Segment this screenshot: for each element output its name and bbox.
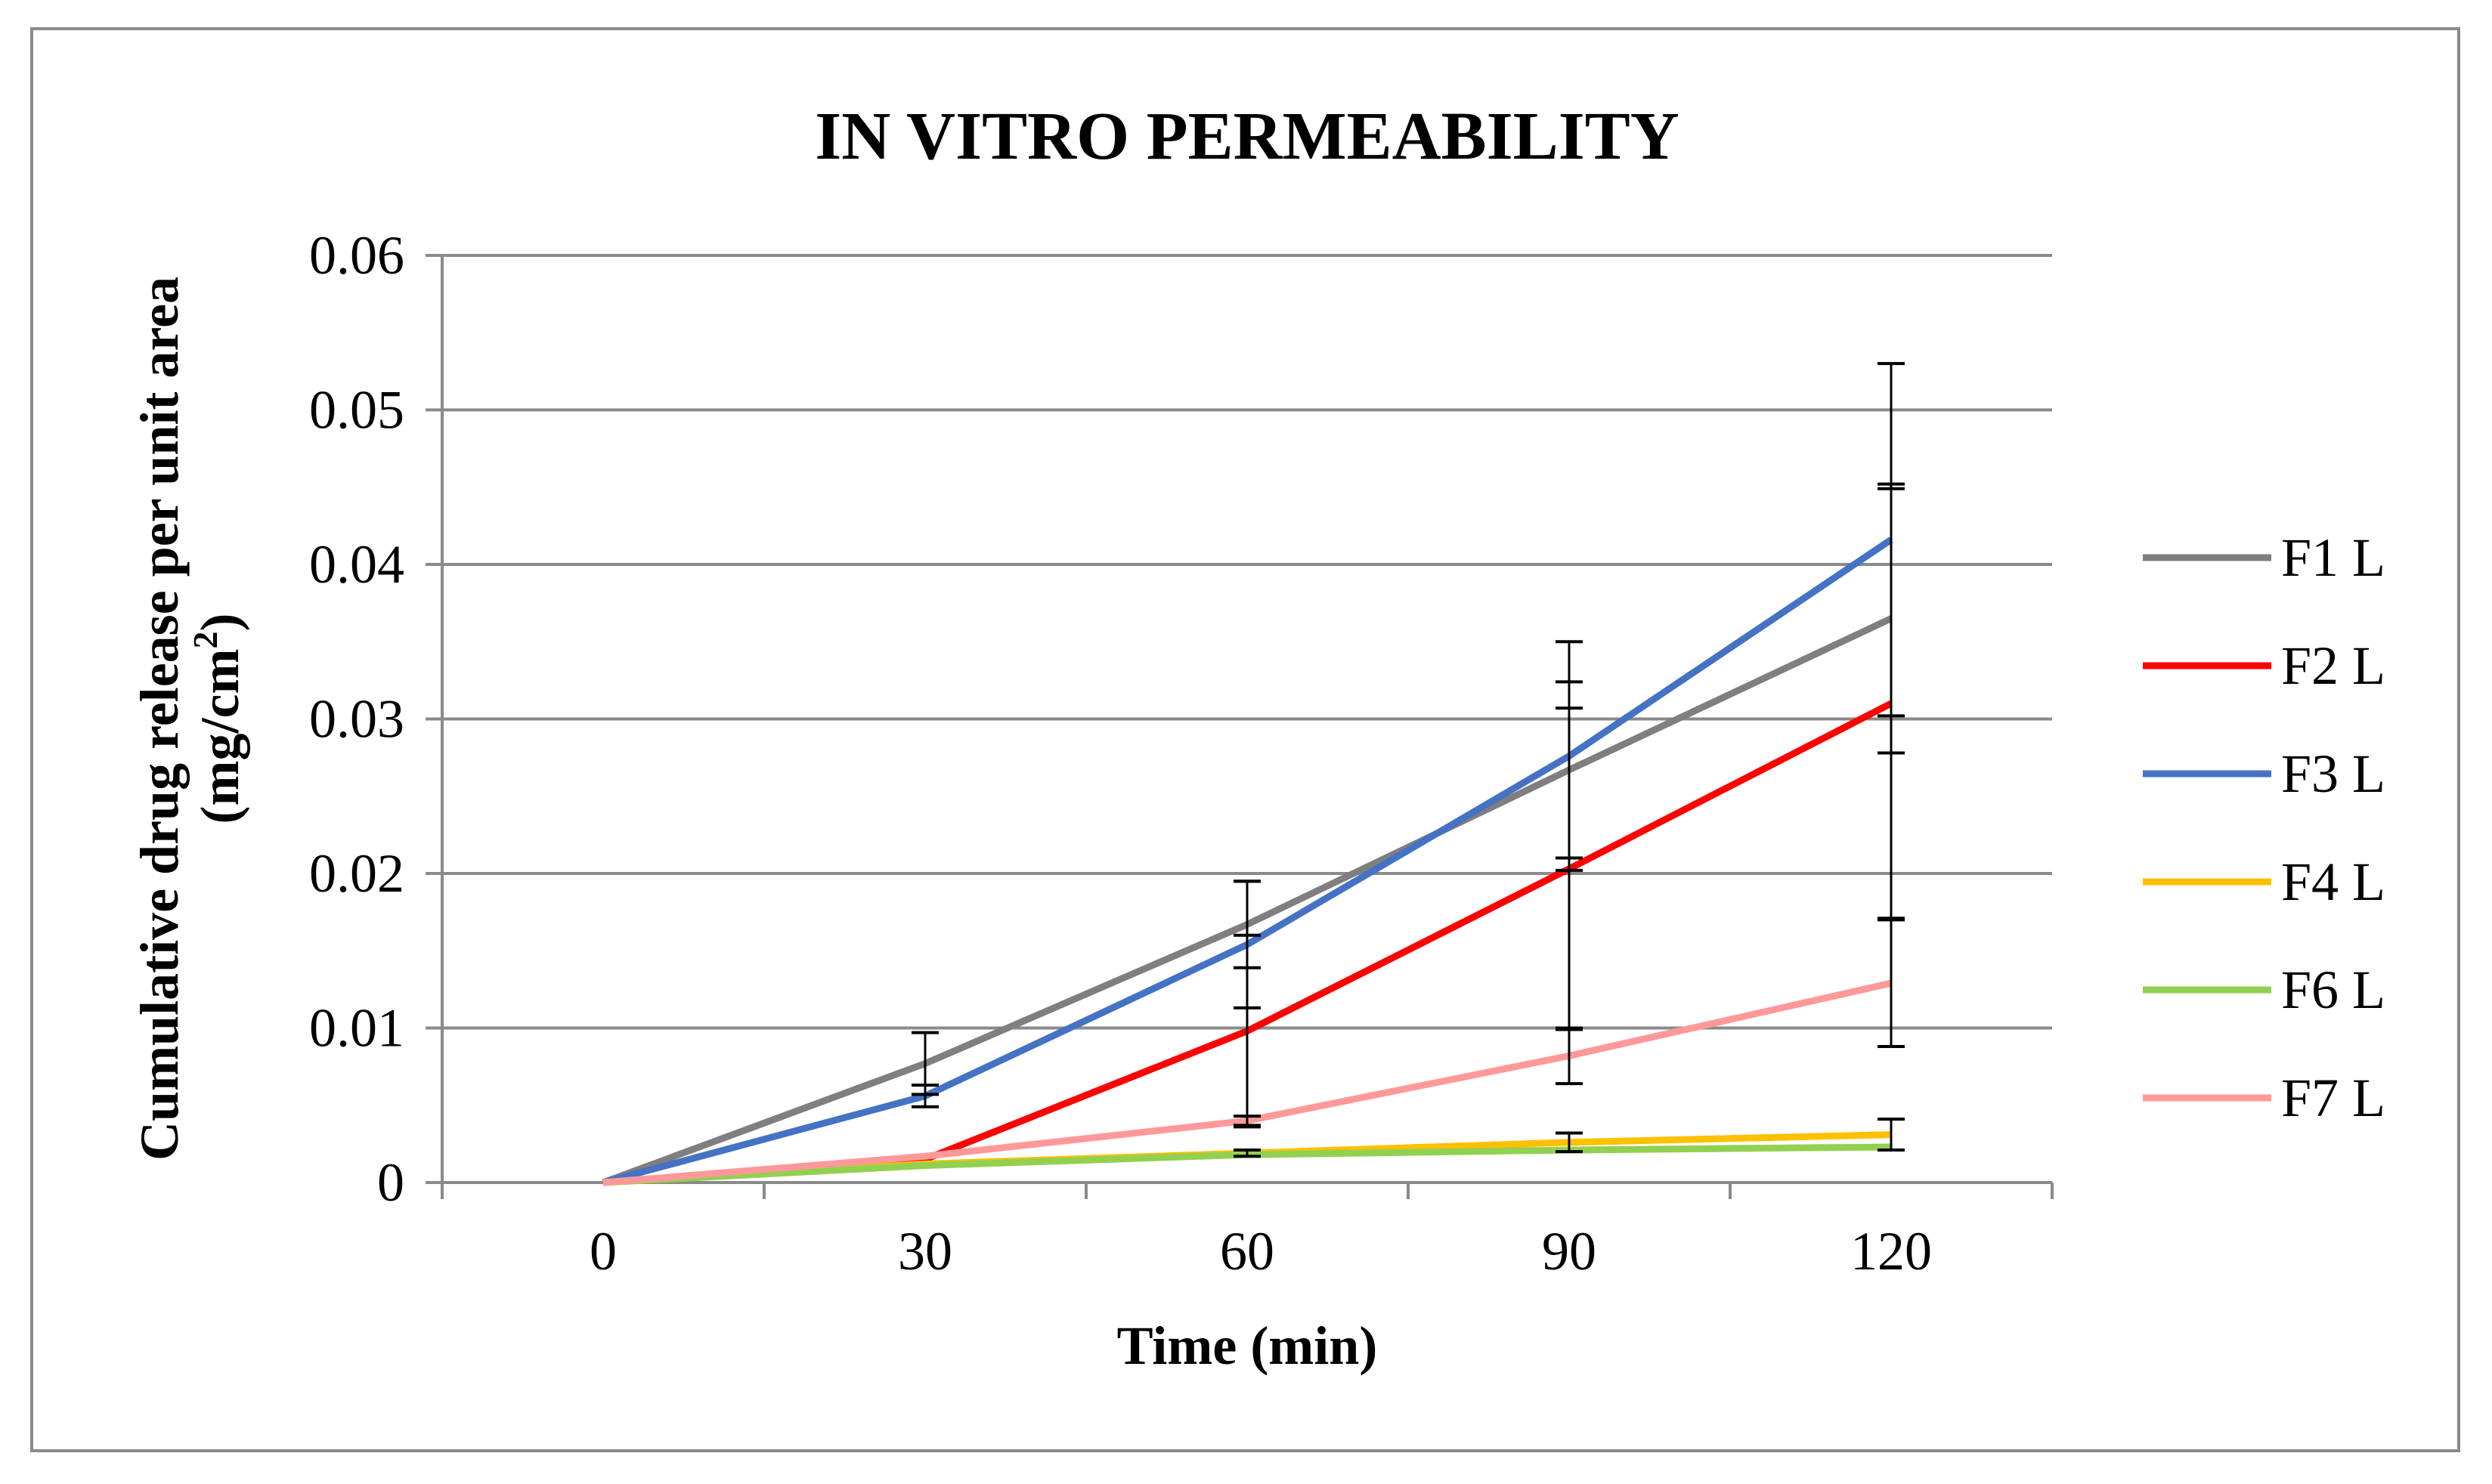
y-axis-label-line2: (mg/cm2) bbox=[186, 614, 250, 824]
legend-label: F4 L bbox=[2281, 852, 2385, 912]
legend-label: F3 L bbox=[2281, 744, 2385, 804]
x-tick-label: 90 bbox=[1542, 1221, 1596, 1281]
y-axis-unit: (mg/cm bbox=[190, 649, 250, 824]
y-axis-unit-superscript: 2 bbox=[186, 632, 224, 649]
x-axis-label: Time (min) bbox=[1117, 1316, 1378, 1376]
x-tick-labels: 0 30 60 90 120 bbox=[590, 1221, 1932, 1281]
y-axis-label: Cumulative drug release per unit area (m… bbox=[129, 277, 250, 1161]
y-tick-label: 0.02 bbox=[309, 843, 404, 904]
chart-title: IN VITRO PERMEABILITY bbox=[815, 99, 1679, 174]
legend-label: F7 L bbox=[2281, 1068, 2385, 1128]
x-tick-label: 120 bbox=[1850, 1221, 1932, 1281]
y-tick-labels: 0 0.01 0.02 0.03 0.04 0.05 0.06 bbox=[309, 225, 404, 1213]
y-tick-label: 0.03 bbox=[309, 689, 404, 750]
axes bbox=[441, 255, 2052, 1184]
error-bars bbox=[912, 362, 1905, 1158]
chart-frame bbox=[30, 27, 2460, 1452]
grid-lines bbox=[426, 254, 2054, 1199]
y-tick-label: 0.01 bbox=[309, 998, 404, 1059]
y-tick-label: 0.04 bbox=[309, 534, 404, 595]
legend: F1 L F2 L F3 L F4 L F6 L F7 L bbox=[2143, 527, 2385, 1128]
y-tick-label: 0 bbox=[377, 1152, 404, 1213]
y-axis-label-line1: Cumulative drug release per unit area bbox=[129, 277, 190, 1161]
x-tick-label: 0 bbox=[590, 1221, 617, 1281]
y-tick-label: 0.05 bbox=[309, 380, 404, 441]
legend-label: F2 L bbox=[2281, 635, 2385, 696]
legend-label: F1 L bbox=[2281, 527, 2385, 588]
x-tick-label: 30 bbox=[898, 1221, 952, 1281]
y-axis-unit-close: ) bbox=[190, 614, 250, 632]
x-tick-label: 60 bbox=[1220, 1221, 1274, 1281]
y-tick-label: 0.06 bbox=[309, 225, 404, 286]
legend-label: F6 L bbox=[2281, 960, 2385, 1020]
